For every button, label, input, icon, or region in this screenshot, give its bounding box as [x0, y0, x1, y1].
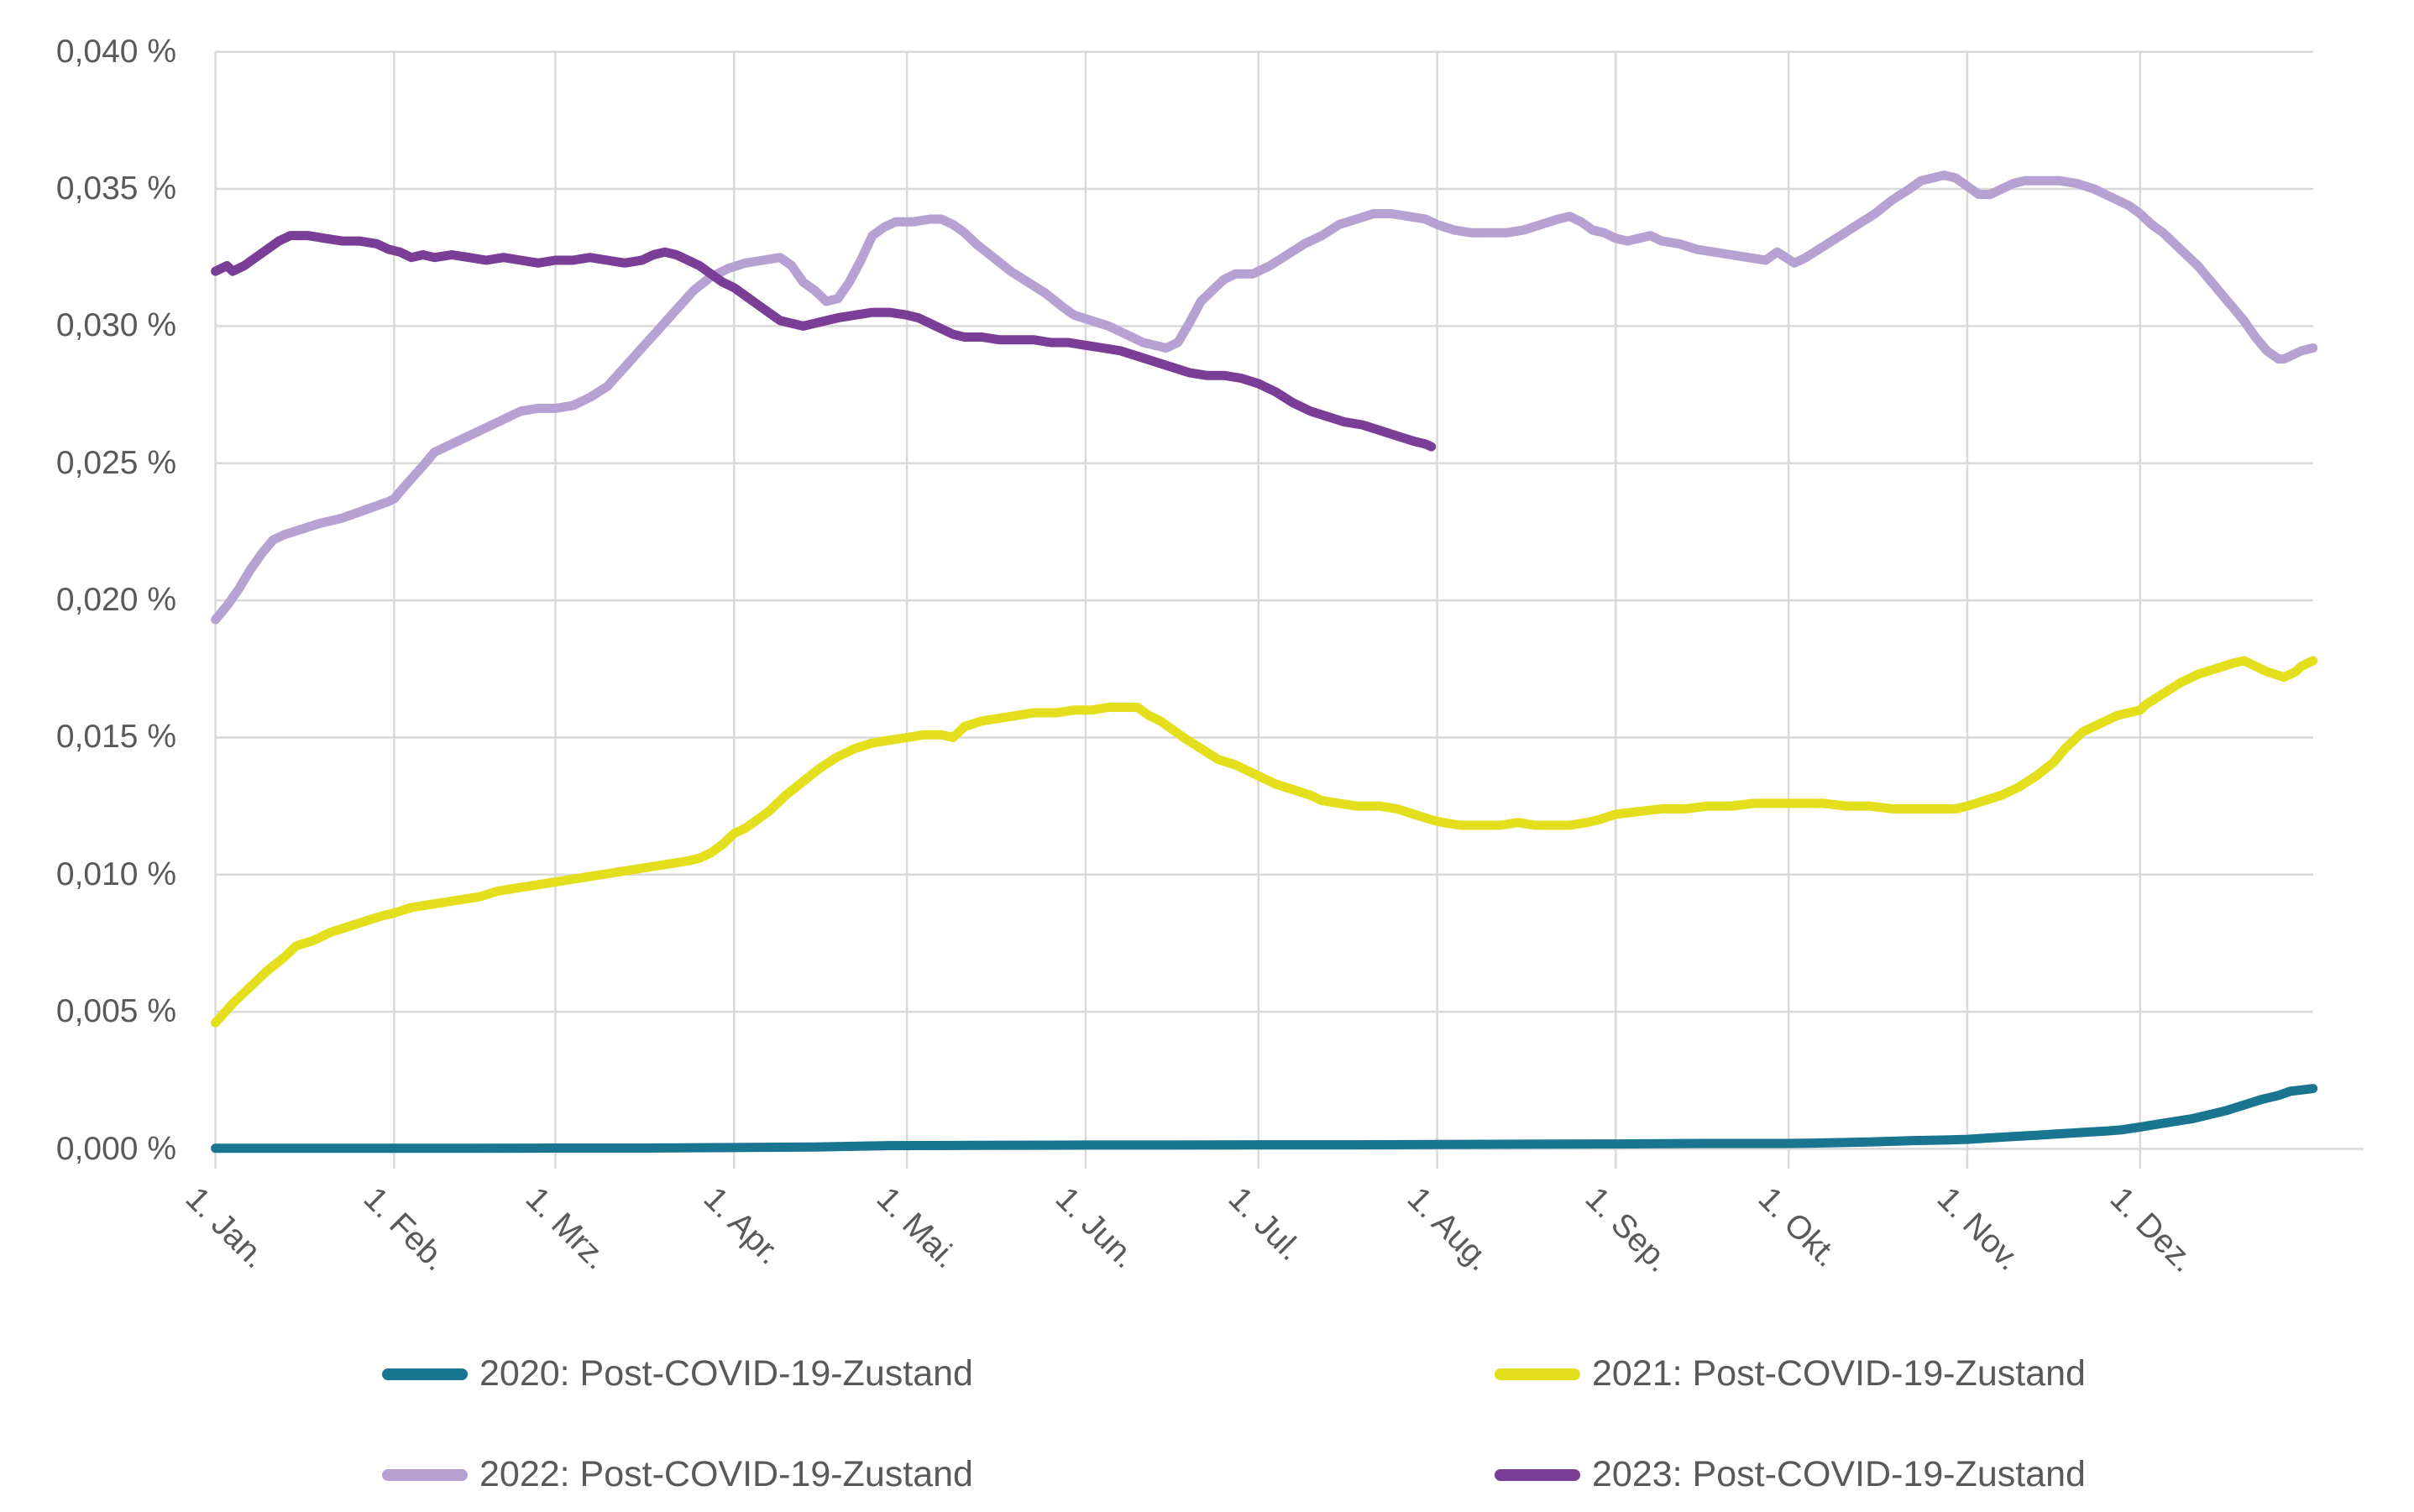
y-tick-label: 0,000 %: [55, 1130, 176, 1167]
legend-item-2023: 2023: Post-COVID-19-Zustand: [1495, 1454, 2086, 1495]
y-tick-label: 0,005 %: [55, 993, 176, 1030]
legend-swatch-2022: [382, 1468, 468, 1481]
legend-item-2020: 2020: Post-COVID-19-Zustand: [382, 1353, 973, 1394]
series-line-2020: [211, 1084, 2318, 1154]
series-line-2021: [211, 656, 2318, 1028]
y-tick-label: 0,010 %: [55, 855, 176, 892]
legend-swatch-2021: [1495, 1368, 1580, 1380]
legend-item-2021: 2021: Post-COVID-19-Zustand: [1495, 1353, 2086, 1394]
y-tick-label: 0,030 %: [55, 307, 176, 344]
legend-swatch-2023: [1495, 1468, 1580, 1481]
legend-swatch-2020: [382, 1368, 468, 1380]
series-line-2023: [211, 231, 1437, 452]
y-tick-label: 0,040 %: [55, 33, 176, 70]
legend-label-2023: 2023: Post-COVID-19-Zustand: [1592, 1454, 2086, 1494]
y-tick-label: 0,035 %: [55, 170, 176, 207]
legend-label-2021: 2021: Post-COVID-19-Zustand: [1592, 1353, 2086, 1394]
y-tick-label: 0,025 %: [55, 444, 176, 481]
series-line-2022: [211, 170, 2318, 625]
legend-label-2022: 2022: Post-COVID-19-Zustand: [479, 1454, 973, 1494]
legend-label-2020: 2020: Post-COVID-19-Zustand: [479, 1353, 973, 1394]
legend-item-2022: 2022: Post-COVID-19-Zustand: [382, 1454, 973, 1495]
y-tick-label: 0,015 %: [55, 719, 176, 756]
y-tick-label: 0,020 %: [55, 582, 176, 619]
